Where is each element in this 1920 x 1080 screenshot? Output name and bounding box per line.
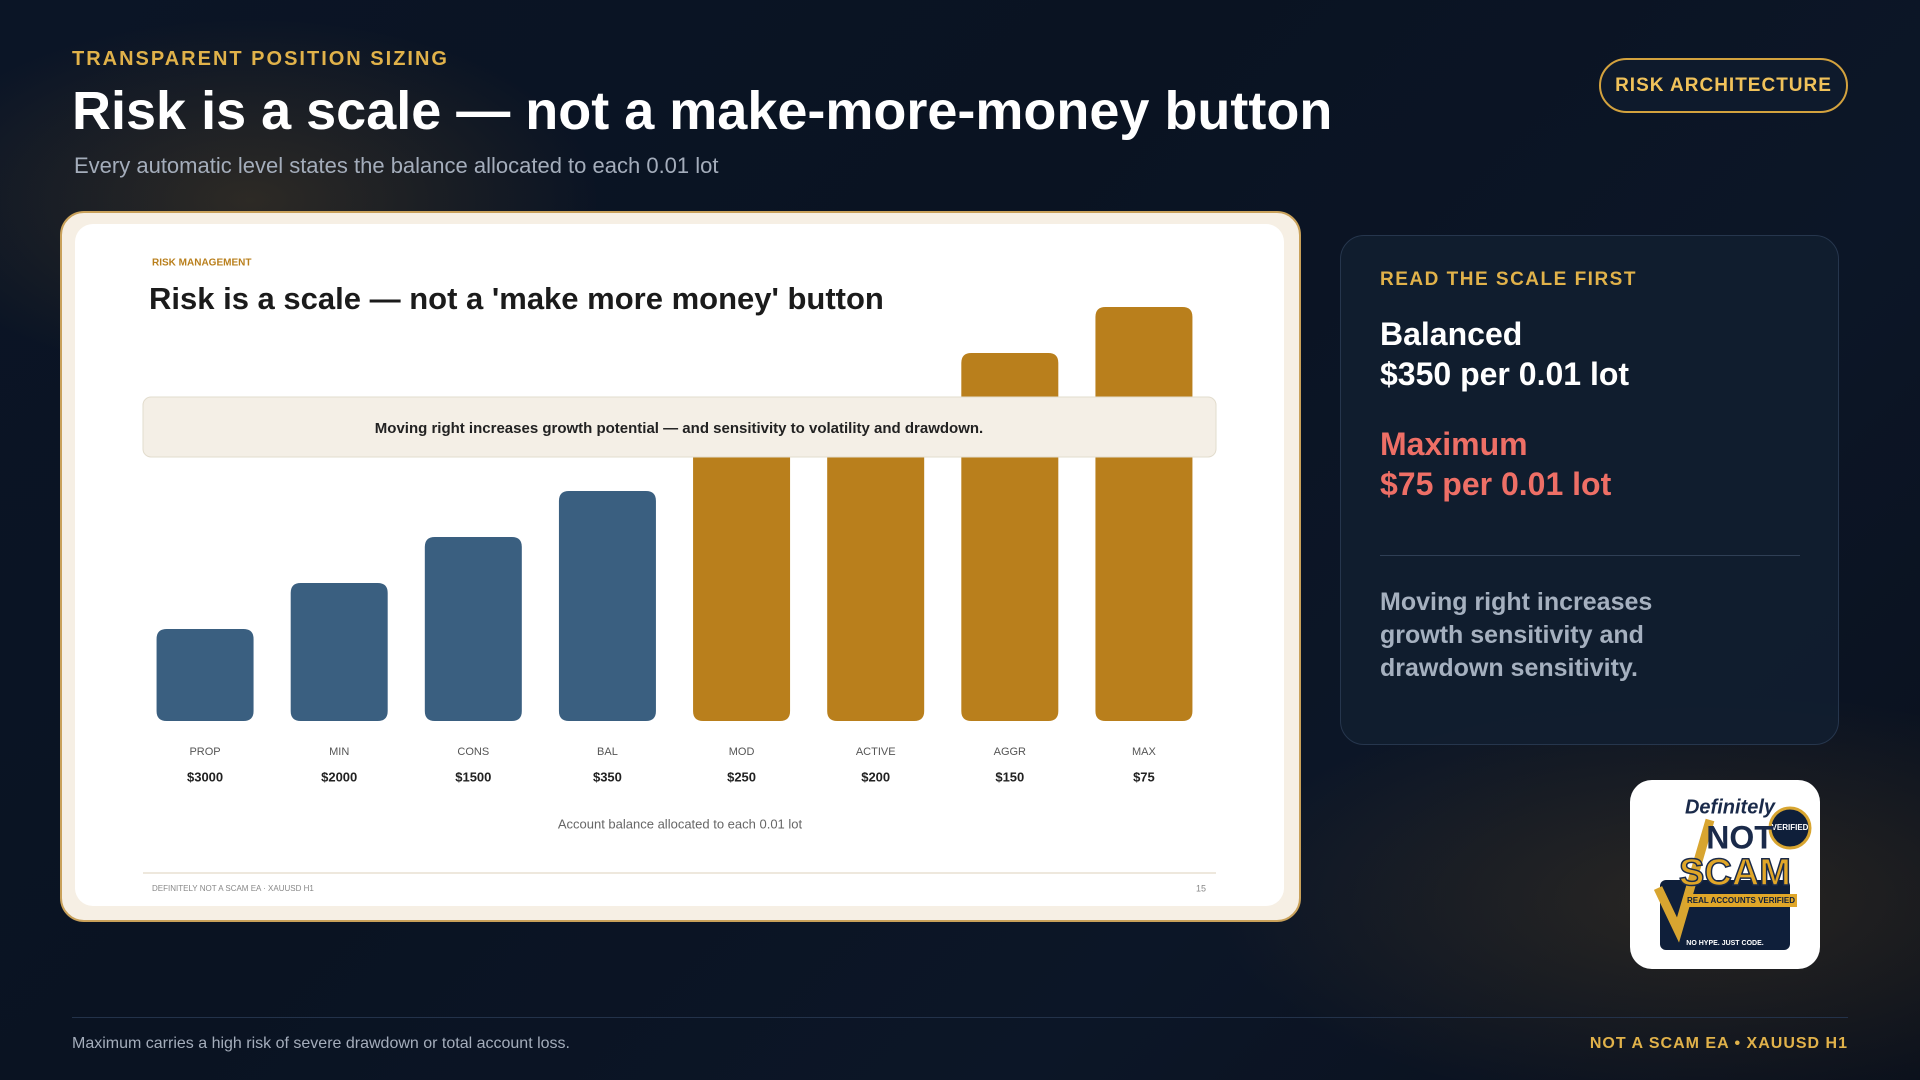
x-axis-label: Account balance allocated to each 0.01 l… [558, 816, 803, 831]
subtitle: Every automatic level states the balance… [74, 153, 719, 178]
kicker: TRANSPARENT POSITION SIZING [72, 48, 449, 70]
balance-label: $350 [593, 769, 622, 784]
logo-check [1653, 818, 1715, 943]
footer-line [72, 1017, 1848, 1018]
logo: VERIFIED Definitely NOT SCAM REAL ACCOUN… [1630, 780, 1820, 969]
badge: RISK ARCHITECTURE [1599, 58, 1848, 113]
annotation: Moving right increases growth potential … [375, 420, 983, 437]
panel-note: Moving right increases growth sensitivit… [1380, 588, 1653, 682]
panel-value: $75 per 0.01 lot [1380, 466, 1612, 502]
bar [1095, 307, 1193, 721]
panel-heading: Balanced [1380, 316, 1523, 352]
chart-kicker: RISK MANAGEMENT [152, 258, 251, 269]
x-tick-label: PROP [189, 746, 220, 758]
bar [156, 629, 254, 721]
bar [424, 537, 522, 721]
panel-kicker: READ THE SCALE FIRST [1380, 269, 1637, 290]
side-panel [1340, 235, 1839, 745]
logo-art: VERIFIED Definitely NOT SCAM REAL ACCOUN… [1653, 796, 1812, 950]
logo-word: NOT [1706, 819, 1774, 855]
disclaimer: Maximum carries a high risk of severe dr… [72, 1035, 570, 1052]
balance-label: $75 [1133, 769, 1155, 784]
logo-word: SCAM [1679, 852, 1791, 894]
balance-label: $3000 [187, 769, 223, 784]
x-tick-label: MOD [729, 746, 755, 758]
slide-page: 15 [1196, 883, 1206, 893]
x-tick-label: MIN [329, 746, 349, 758]
chart-title: Risk is a scale — not a 'make more money… [149, 281, 884, 316]
balance-label: $1500 [455, 769, 491, 784]
panel-heading: Maximum [1380, 426, 1528, 462]
title: Risk is a scale — not a make-more-money … [72, 81, 1333, 141]
balance-label: $250 [727, 769, 756, 784]
logo-script: Definitely [1685, 796, 1776, 818]
logo-seal-text: VERIFIED [1772, 823, 1809, 832]
x-tick-label: BAL [597, 746, 618, 758]
logo-ribbon-text: REAL ACCOUNTS VERIFIED [1687, 896, 1795, 905]
chart: RISK MANAGEMENT Risk is a scale — not a … [75, 224, 1284, 906]
balance-label: $150 [995, 769, 1024, 784]
logo-tagline: NO HYPE. JUST CODE. [1686, 940, 1763, 947]
logo-seal [1768, 806, 1812, 850]
slide-footer: DEFINITELY NOT A SCAM EA · XAUUSD H1 [152, 884, 314, 893]
divider [1380, 555, 1800, 556]
panel-value: $350 per 0.01 lot [1380, 356, 1630, 392]
x-tick-label: CONS [457, 746, 489, 758]
x-tick-label: MAX [1132, 746, 1157, 758]
footer-brand: NOT A SCAM EA • XAUUSD H1 [1589, 1035, 1848, 1052]
bar [290, 583, 388, 721]
annotation-box [142, 396, 1217, 458]
bar [693, 445, 791, 721]
balance-label: $200 [861, 769, 890, 784]
logo-ribbon [1685, 894, 1797, 907]
balance-label: $2000 [321, 769, 357, 784]
x-tick-label: AGGR [994, 746, 1026, 758]
x-tick-label: ACTIVE [856, 746, 896, 758]
bar [827, 399, 925, 721]
bar [558, 491, 656, 721]
